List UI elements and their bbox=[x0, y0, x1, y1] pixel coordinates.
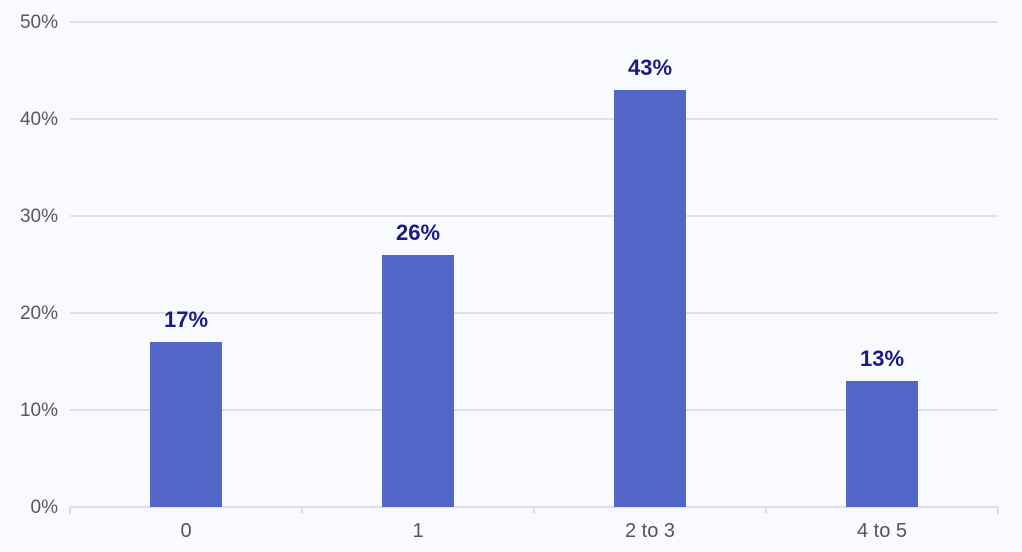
y-axis-tick-label: 20% bbox=[19, 303, 58, 324]
x-axis-tick bbox=[69, 507, 71, 514]
bar-value-label: 43% bbox=[627, 54, 673, 80]
x-axis-tick bbox=[301, 507, 303, 513]
x-axis-category-label: 2 to 3 bbox=[624, 520, 676, 542]
gridline bbox=[70, 409, 998, 411]
bar-value-label: 26% bbox=[395, 219, 441, 245]
bar[interactable] bbox=[614, 89, 686, 507]
y-axis-tick-label: 40% bbox=[19, 109, 58, 130]
x-axis-category-label: 1 bbox=[412, 520, 424, 542]
bar-value-label: 13% bbox=[859, 345, 905, 371]
x-axis-category-label: 4 to 5 bbox=[856, 520, 908, 542]
bar-value-label: 17% bbox=[163, 307, 209, 333]
x-axis-tick bbox=[765, 507, 767, 513]
bar[interactable] bbox=[846, 380, 918, 507]
bar[interactable] bbox=[150, 342, 222, 507]
gridline bbox=[70, 118, 998, 120]
x-axis-tick bbox=[997, 507, 999, 514]
gridline bbox=[70, 21, 998, 23]
y-axis-tick-label: 30% bbox=[19, 206, 58, 227]
gridline bbox=[70, 312, 998, 314]
bar[interactable] bbox=[382, 254, 454, 507]
y-axis-tick-label: 10% bbox=[19, 400, 58, 421]
y-axis-tick-label: 0% bbox=[30, 497, 58, 518]
x-axis-tick bbox=[533, 507, 535, 513]
x-axis-category-label: 0 bbox=[180, 520, 192, 542]
gridline bbox=[70, 215, 998, 217]
y-axis-tick-label: 50% bbox=[19, 12, 58, 33]
